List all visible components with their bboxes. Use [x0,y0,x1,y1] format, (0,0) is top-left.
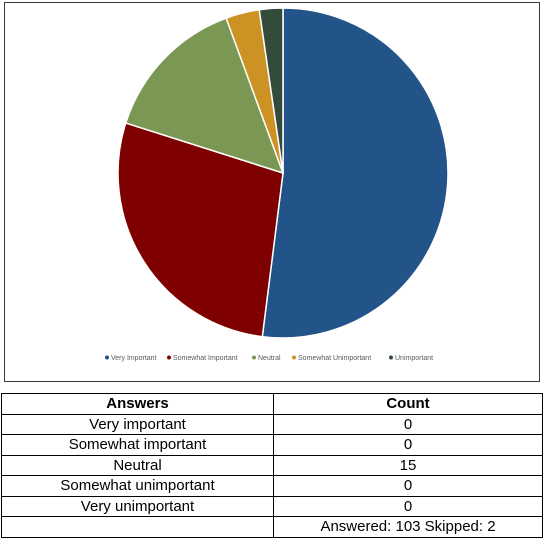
answer-cell: Somewhat important [1,434,274,456]
answer-cell: Somewhat unimportant [1,475,274,497]
pie-slice-very-important [261,7,449,339]
legend-item: Very Important [105,355,157,362]
legend-label: Somewhat Unimportant [298,355,371,362]
table-footer-row: Answered: 103 Skipped: 2 [1,516,543,538]
table-row: Very important 0 [1,413,543,435]
legend-marker [389,355,393,360]
legend-item: Somewhat Important [167,355,238,362]
legend-item: Unimportant [389,355,433,362]
pie-chart: Very Important Somewhat Important Neutral S… [105,7,449,362]
count-cell: 0 [273,413,543,435]
answered-skipped-summary: Answered: 103 Skipped: 2 [273,516,543,538]
legend-marker [292,355,296,360]
answer-cell: Neutral [1,454,274,476]
chart-panel: Very Important Somewhat Important Neutral S… [4,2,540,382]
legend-marker [252,355,256,360]
answers-table: Answers Count Very important 0 Somewhat … [1,393,543,538]
count-cell: 0 [273,434,543,456]
table-row: Somewhat unimportant 0 [1,475,543,497]
legend-label: Very Important [111,355,157,362]
pie-slice-somewhat-important [117,122,284,338]
count-header: Count [273,393,543,415]
legend-marker [105,355,109,360]
legend-label: Unimportant [395,355,433,362]
pie-slice-unimportant [258,7,284,174]
table-header-row: Answers Count [1,393,543,415]
table-row: Somewhat important 0 [1,434,543,456]
footer-empty-cell [1,516,274,538]
count-cell: 15 [273,454,543,476]
legend-label: Somewhat Important [173,355,238,362]
table-row: Neutral 15 [1,454,543,476]
pie-slice-neutral [124,17,285,175]
table-row: Very unimportant 0 [1,495,543,517]
legend-marker [167,355,171,360]
legend-item: Neutral [252,355,281,362]
count-cell: 0 [273,475,543,497]
legend-label: Neutral [258,355,281,362]
count-cell: 0 [273,495,543,517]
legend-item: Somewhat Unimportant [292,355,371,362]
answer-cell: Very important [1,413,274,435]
answer-cell: Very unimportant [1,495,274,517]
answers-header: Answers [1,393,274,415]
